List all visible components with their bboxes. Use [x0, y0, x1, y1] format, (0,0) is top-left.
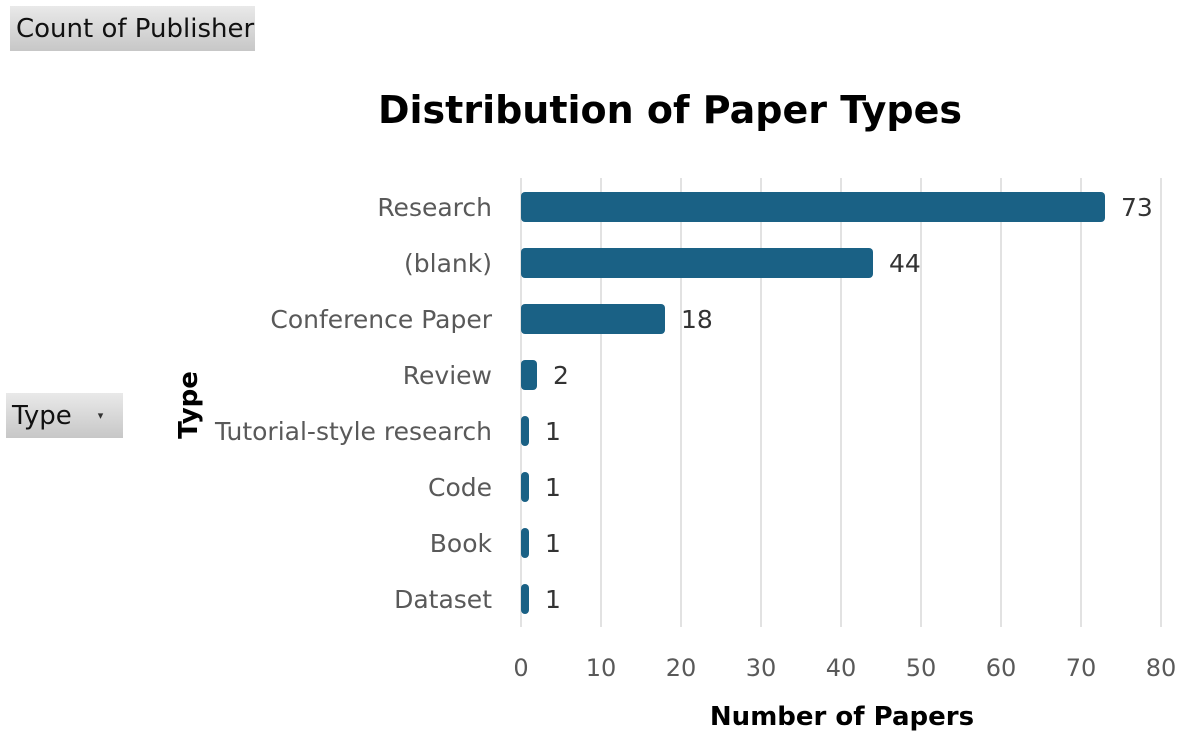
category-label: Tutorial-style research — [214, 417, 492, 446]
bar — [521, 360, 537, 390]
category-label: Dataset — [394, 585, 492, 614]
bar — [521, 584, 529, 614]
category-label: Research — [377, 193, 492, 222]
x-tick-label: 80 — [1146, 654, 1177, 682]
chevron-down-icon[interactable]: ▾ — [97, 409, 104, 422]
axis-field-label: Type — [12, 400, 72, 431]
bar — [521, 192, 1105, 222]
category-label: Code — [428, 473, 492, 502]
data-label: 18 — [681, 305, 713, 334]
data-label: 1 — [545, 417, 561, 446]
x-tick-label: 50 — [906, 654, 937, 682]
bar — [521, 416, 529, 446]
data-labels: 73 44 18 2 1 1 1 1 — [545, 193, 1153, 614]
x-tick-label: 60 — [986, 654, 1017, 682]
data-label: 73 — [1121, 193, 1153, 222]
category-labels: Research (blank) Conference Paper Review Tut… — [214, 193, 493, 614]
x-tick-label: 30 — [746, 654, 777, 682]
data-label: 1 — [545, 473, 561, 502]
category-label: Review — [403, 361, 492, 390]
y-axis-title: Type — [174, 371, 204, 439]
bar — [521, 472, 529, 502]
data-label: 1 — [545, 529, 561, 558]
category-label: (blank) — [404, 249, 492, 278]
bars — [521, 192, 1105, 614]
category-label: Book — [430, 529, 493, 558]
x-tick-label: 70 — [1066, 654, 1097, 682]
x-tick-label: 10 — [586, 654, 617, 682]
value-field-label: Count of Publisher — [16, 13, 255, 44]
axis-field-button[interactable]: Type ▾ — [6, 393, 123, 438]
category-label: Conference Paper — [270, 305, 492, 334]
x-tick-label: 0 — [513, 654, 528, 682]
data-label: 44 — [889, 249, 921, 278]
bar — [521, 304, 665, 334]
x-tick-label: 20 — [666, 654, 697, 682]
chart-title: Distribution of Paper Types — [378, 88, 962, 132]
bar — [521, 528, 529, 558]
value-field-button[interactable]: Count of Publisher — [10, 6, 255, 51]
data-label: 2 — [553, 361, 569, 390]
x-tick-label: 40 — [826, 654, 857, 682]
bar — [521, 248, 873, 278]
gridlines — [520, 178, 1162, 627]
x-tick-labels: 0 10 20 30 40 50 60 70 80 — [513, 654, 1176, 682]
x-axis-title: Number of Papers — [710, 702, 974, 732]
data-label: 1 — [545, 585, 561, 614]
